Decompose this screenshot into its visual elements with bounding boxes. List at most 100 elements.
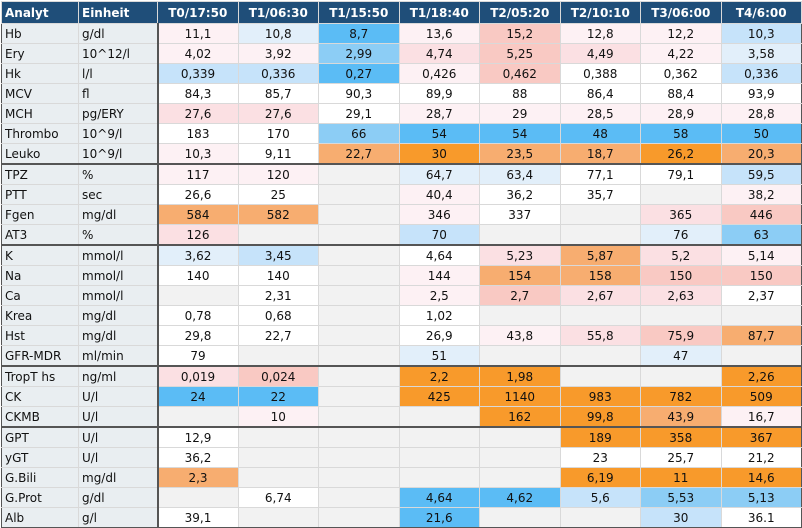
value-cell: 58: [640, 123, 722, 144]
table-row: CK U/l 24 22 425 1140 983 782 509: [1, 386, 802, 407]
value-cell: 50: [720, 123, 802, 144]
value-cell: [559, 365, 641, 387]
value-cell: 0,68: [237, 305, 319, 326]
value-cell: 93,9: [720, 83, 802, 104]
table-row: Alb g/l 39,1 21,6 30 36.1: [1, 507, 802, 528]
value-cell: 29,8: [157, 325, 239, 346]
value-cell: 25,7: [640, 447, 722, 468]
value-cell: 584: [157, 204, 239, 225]
value-cell: 66: [318, 123, 400, 144]
value-cell: 158: [559, 265, 641, 286]
value-cell: 4,02: [157, 43, 239, 64]
analyt-cell: TPZ: [1, 163, 79, 185]
value-cell: 30: [640, 507, 722, 528]
value-cell: [398, 426, 480, 448]
value-cell: 39,1: [157, 507, 239, 528]
value-cell: [237, 224, 319, 246]
einheit-cell: ng/ml: [78, 365, 159, 387]
table-row: G.Prot g/dl 6,74 4,64 4,62 5,6 5,53 5,13: [1, 487, 802, 508]
header-timepoint: T4/6:00: [720, 1, 802, 24]
analyt-cell: PTT: [1, 184, 79, 205]
value-cell: 365: [640, 204, 722, 225]
analyt-cell: Alb: [1, 507, 79, 528]
value-cell: 2,7: [479, 285, 561, 306]
value-cell: 85,7: [237, 83, 319, 104]
value-cell: 12,2: [640, 23, 722, 44]
table-row: MCH pg/ERY 27,6 27,6 29,1 28,7 29 28,5 28,9 28,8: [1, 103, 802, 124]
value-cell: 30: [398, 143, 480, 165]
value-cell: [318, 305, 400, 326]
value-cell: [479, 224, 561, 246]
value-cell: 88: [479, 83, 561, 104]
value-cell: [318, 265, 400, 286]
value-cell: [318, 406, 400, 428]
value-cell: 2,67: [559, 285, 641, 306]
einheit-cell: U/l: [78, 426, 159, 448]
table-row: CKMB U/l 10 162 99,8 43,9 16,7: [1, 406, 802, 428]
value-cell: 55,8: [559, 325, 641, 346]
header-timepoint: T2/05:20: [479, 1, 561, 24]
value-cell: [559, 345, 641, 367]
analyt-cell: Hst: [1, 325, 79, 346]
value-cell: 170: [237, 123, 319, 144]
value-cell: 54: [398, 123, 480, 144]
value-cell: [479, 305, 561, 326]
value-cell: 8,7: [318, 23, 400, 44]
value-cell: 2,63: [640, 285, 722, 306]
value-cell: 0,362: [640, 63, 722, 84]
analyt-cell: Ca: [1, 285, 79, 306]
value-cell: 26,6: [157, 184, 239, 205]
table-row: Ery 10^12/l 4,02 3,92 2,99 4,74 5,25 4,49 4,22 3,…: [1, 43, 802, 64]
value-cell: [559, 224, 641, 246]
value-cell: [398, 447, 480, 468]
table-row: Hk l/l 0,339 0,336 0,27 0,426 0,462 0,388 0,362 0…: [1, 63, 802, 84]
value-cell: 0,388: [559, 63, 641, 84]
value-cell: 2,5: [398, 285, 480, 306]
header-analyt: Analyt: [1, 1, 79, 24]
value-cell: 117: [157, 163, 239, 185]
value-cell: 36,2: [479, 184, 561, 205]
value-cell: 2,26: [720, 365, 802, 387]
value-cell: [720, 305, 802, 326]
value-cell: 162: [479, 406, 561, 428]
value-cell: 77,1: [559, 163, 641, 185]
value-cell: 4,49: [559, 43, 641, 64]
value-cell: 36.1: [720, 507, 802, 528]
einheit-cell: U/l: [78, 447, 159, 468]
value-cell: [318, 204, 400, 225]
analyt-cell: Na: [1, 265, 79, 286]
value-cell: 43,8: [479, 325, 561, 346]
value-cell: 150: [720, 265, 802, 286]
value-cell: [640, 184, 722, 205]
value-cell: 79: [157, 345, 239, 367]
value-cell: 9,11: [237, 143, 319, 165]
value-cell: [237, 345, 319, 367]
value-cell: 11,1: [157, 23, 239, 44]
einheit-cell: g/dl: [78, 23, 159, 44]
value-cell: 346: [398, 204, 480, 225]
value-cell: 28,7: [398, 103, 480, 124]
einheit-cell: l/l: [78, 63, 159, 84]
table-row: Krea mg/dl 0,78 0,68 1,02: [1, 305, 802, 326]
value-cell: [318, 285, 400, 306]
value-cell: [720, 345, 802, 367]
value-cell: 4,22: [640, 43, 722, 64]
value-cell: 12,8: [559, 23, 641, 44]
value-cell: [318, 447, 400, 468]
table-row: Ca mmol/l 2,31 2,5 2,7 2,67 2,63 2,37: [1, 285, 802, 306]
analyt-cell: CK: [1, 386, 79, 407]
value-cell: 0,78: [157, 305, 239, 326]
value-cell: 10,3: [157, 143, 239, 165]
value-cell: [318, 507, 400, 528]
value-cell: 3,62: [157, 244, 239, 266]
value-cell: 0,336: [720, 63, 802, 84]
table-row: MCV fl 84,3 85,7 90,3 89,9 88 86,4 88,4 93,9: [1, 83, 802, 104]
analyt-cell: G.Bili: [1, 467, 79, 488]
value-cell: 47: [640, 345, 722, 367]
value-cell: 10,8: [237, 23, 319, 44]
value-cell: 26,2: [640, 143, 722, 165]
einheit-cell: mg/dl: [78, 305, 159, 326]
value-cell: [157, 285, 239, 306]
analyt-cell: TropT hs: [1, 365, 79, 387]
value-cell: 5,13: [720, 487, 802, 508]
